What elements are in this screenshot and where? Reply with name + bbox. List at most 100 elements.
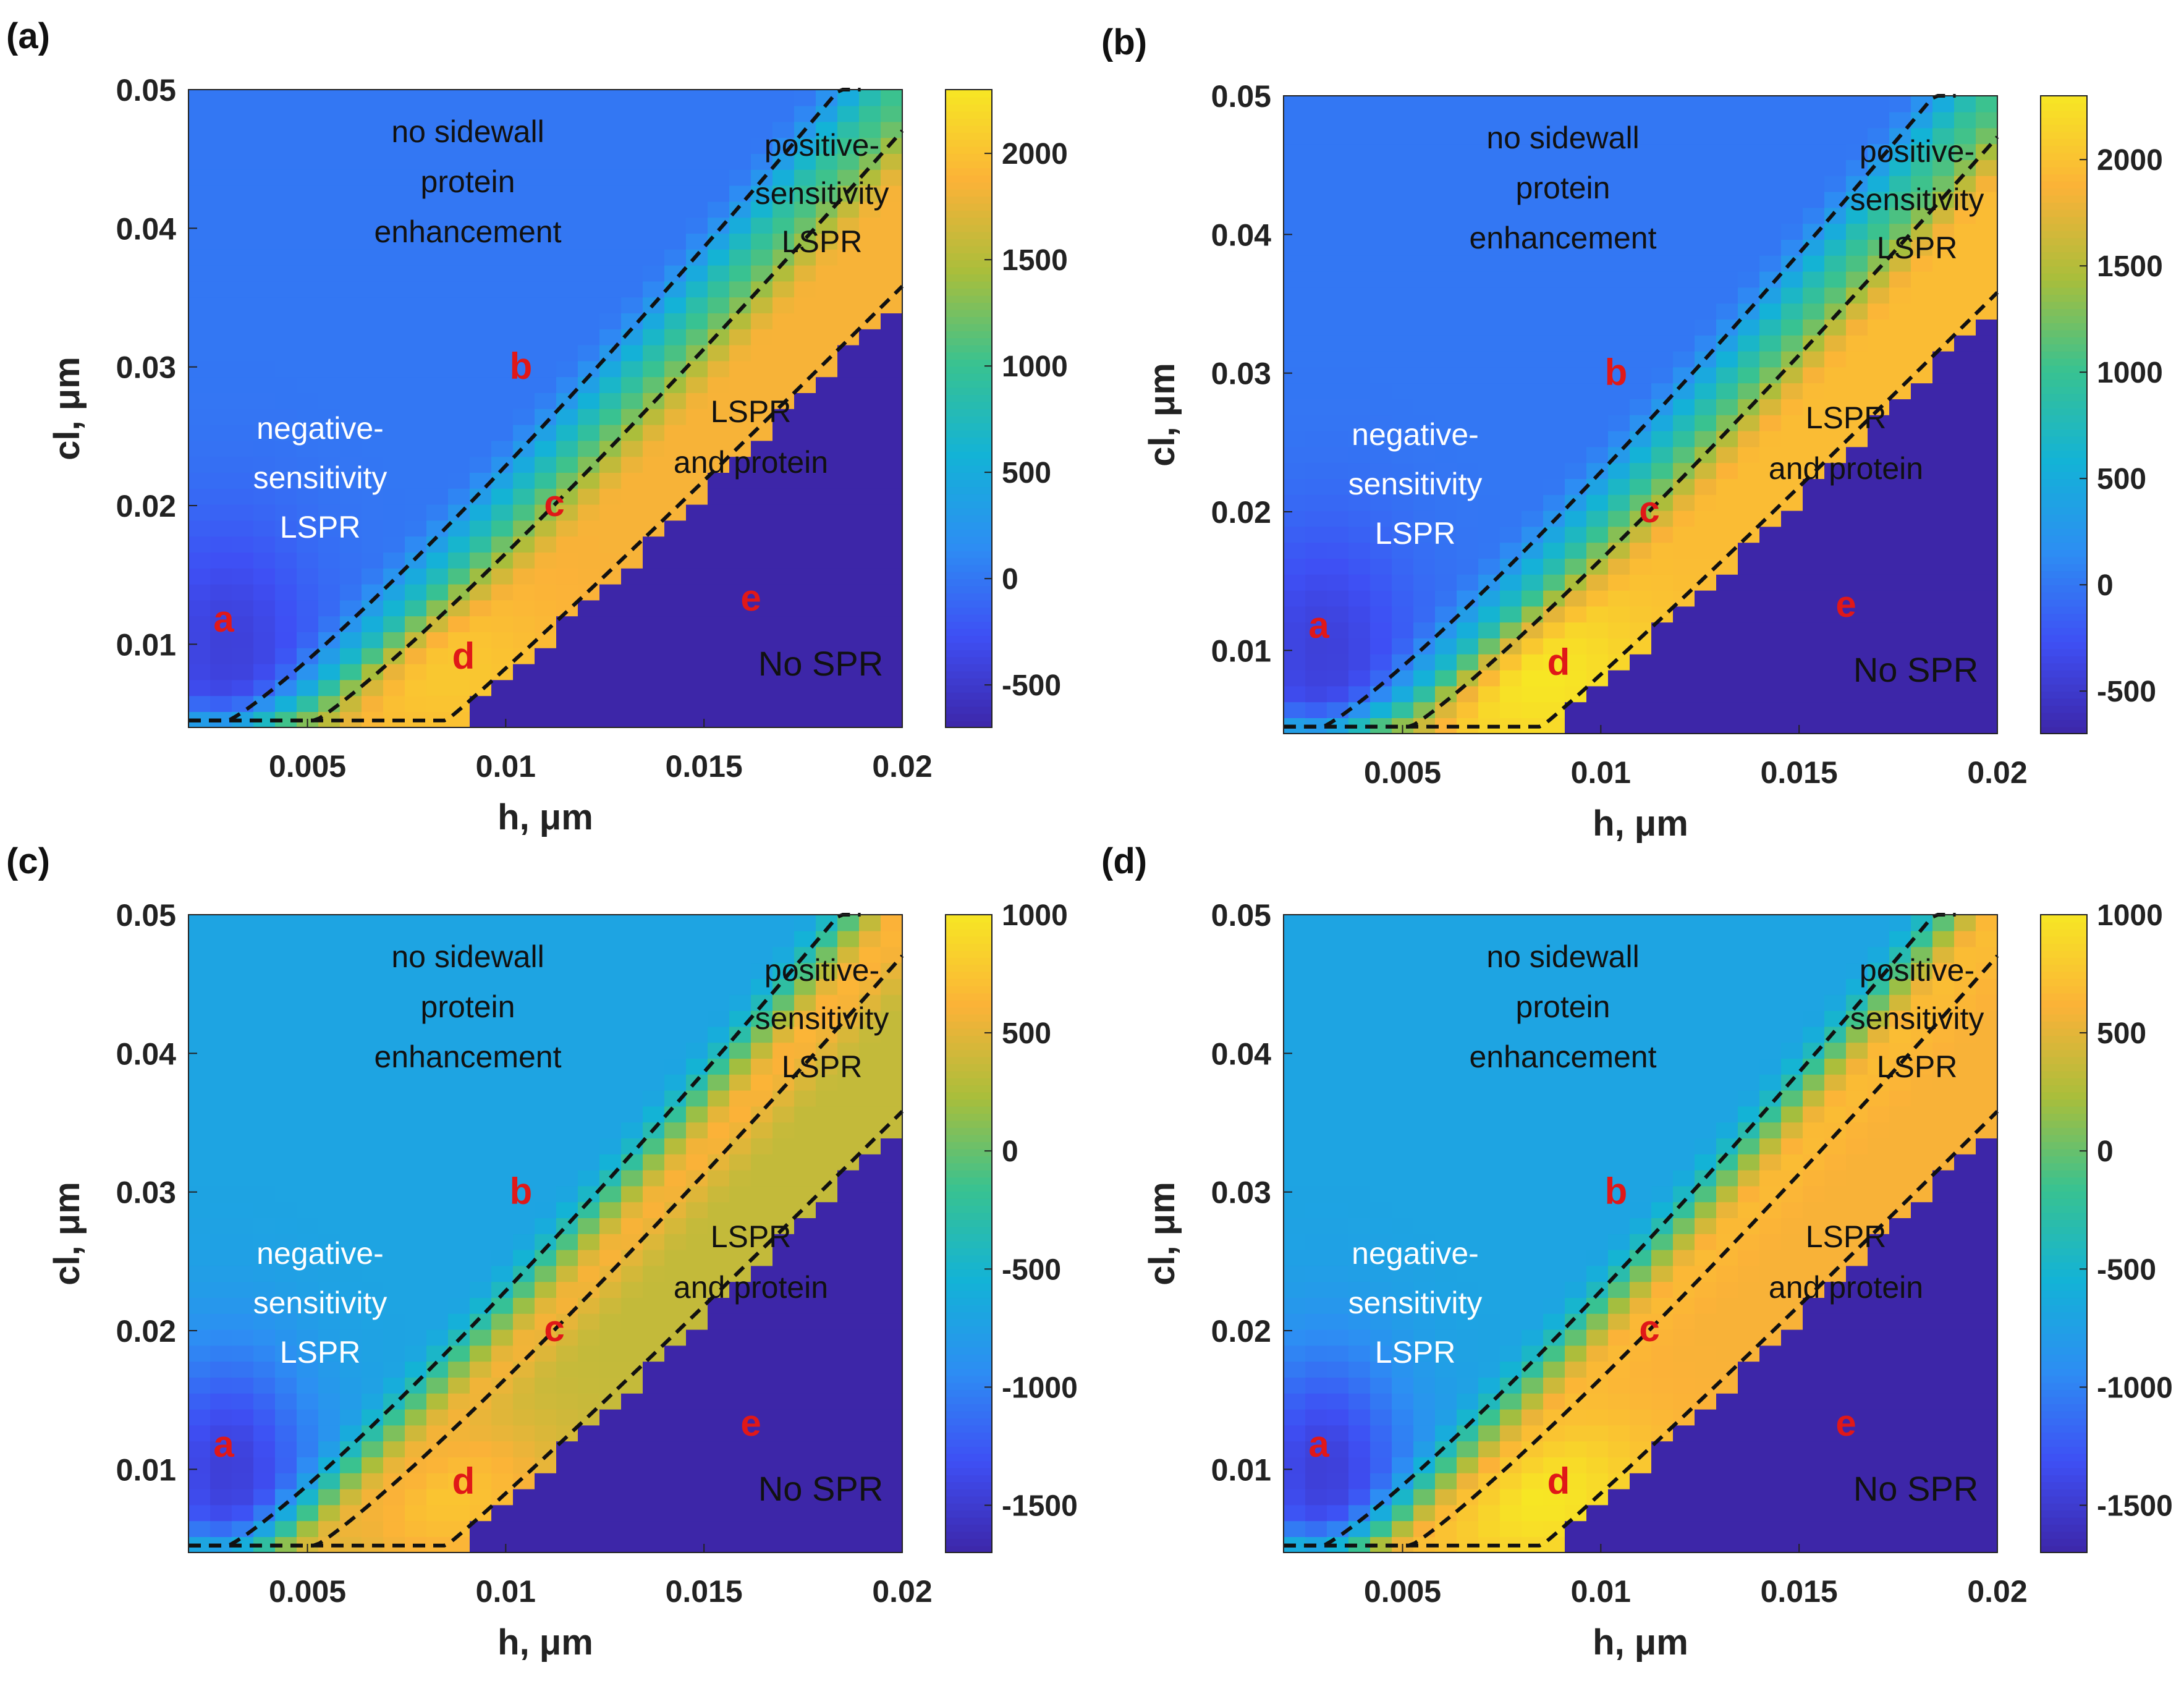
heatmap-cell — [535, 1488, 557, 1506]
heatmap-cell — [772, 616, 795, 632]
heatmap-cell — [448, 711, 470, 728]
heatmap-cell — [1327, 176, 1349, 192]
heatmap-cell — [1716, 606, 1738, 623]
region-label-lspr-protein: LSPR — [711, 394, 792, 429]
heatmap-cell — [599, 105, 622, 122]
heatmap-cell — [1889, 606, 1911, 623]
heatmap-cell — [491, 711, 514, 728]
heatmap-cell — [1435, 1201, 1457, 1218]
colorbar-segment — [946, 943, 992, 951]
heatmap-cell — [318, 456, 341, 473]
heatmap-cell — [1435, 1457, 1457, 1473]
heatmap-cell — [1305, 1201, 1327, 1218]
heatmap-cell — [1586, 319, 1609, 336]
heatmap-cell — [1327, 1441, 1349, 1457]
heatmap-cell — [318, 695, 341, 712]
heatmap-cell — [621, 1042, 643, 1059]
heatmap-cell — [621, 1169, 643, 1187]
heatmap-cell — [491, 616, 514, 632]
heatmap-cell — [383, 1185, 405, 1203]
heatmap-cell — [1284, 1058, 1306, 1075]
heatmap-cell — [275, 695, 297, 712]
heatmap-cell — [881, 1457, 903, 1473]
heatmap-cell — [470, 1169, 492, 1187]
heatmap-cell — [859, 185, 881, 202]
heatmap-cell — [232, 153, 254, 170]
heatmap-cell — [1500, 669, 1522, 687]
heatmap-cell — [708, 520, 730, 537]
colorbar-segment — [946, 1496, 992, 1504]
heatmap-cell — [491, 679, 514, 697]
heatmap-cell — [1889, 558, 1911, 575]
heatmap-cell — [599, 1441, 622, 1457]
heatmap-cell — [275, 536, 297, 553]
heatmap-cell — [751, 632, 773, 648]
heatmap-cell — [426, 1169, 449, 1187]
heatmap-cell — [1500, 223, 1522, 240]
heatmap-cell — [1759, 239, 1782, 256]
heatmap-cell — [232, 1409, 254, 1426]
heatmap-cell — [816, 695, 838, 712]
heatmap-cell — [837, 1520, 860, 1537]
heatmap-cell — [513, 313, 535, 329]
colorbar-segment — [2041, 386, 2087, 394]
heatmap-cell — [599, 1473, 622, 1489]
heatmap-cell — [275, 1026, 297, 1043]
heatmap-cell — [1457, 1185, 1479, 1203]
heatmap-cell — [1695, 176, 1717, 192]
heatmap-cell — [643, 1441, 665, 1457]
heatmap-cell — [1716, 478, 1738, 495]
heatmap-cell — [1586, 223, 1609, 240]
colorbar-segment — [946, 1063, 992, 1072]
heatmap-cell — [1413, 978, 1436, 995]
heatmap-cell — [210, 520, 232, 537]
heatmap-cell — [1348, 335, 1371, 352]
colorbar-frame — [945, 89, 993, 728]
heatmap-cell — [1976, 415, 1998, 431]
heatmap-cell — [1522, 1409, 1544, 1426]
heatmap-cell — [578, 1090, 600, 1107]
heatmap-cell — [621, 1329, 643, 1346]
heatmap-cell — [816, 1154, 838, 1171]
heatmap-cell — [1327, 1058, 1349, 1075]
heatmap-cell — [1759, 207, 1782, 224]
heatmap-cell — [816, 313, 838, 329]
heatmap-cell — [340, 552, 362, 569]
heatmap-cell — [686, 1154, 708, 1171]
heatmap-cell — [1586, 143, 1609, 160]
heatmap-cell — [1500, 1249, 1522, 1266]
heatmap-cell — [1348, 654, 1371, 671]
heatmap-cell — [556, 344, 578, 362]
colorbar-segment — [2041, 478, 2087, 486]
heatmap-cell — [664, 440, 687, 457]
heatmap-cell — [297, 233, 319, 250]
heatmap-cell — [188, 472, 211, 489]
x-tick-label: 0.005 — [269, 1574, 346, 1609]
heatmap-cell — [772, 536, 795, 553]
colorbar-tick-label: 500 — [1002, 1017, 1051, 1050]
heatmap-cell — [448, 1090, 470, 1107]
heatmap-cell — [253, 137, 276, 154]
heatmap-cell — [362, 632, 384, 648]
heatmap-cell — [491, 1536, 514, 1553]
heatmap-cell — [513, 1377, 535, 1394]
heatmap-cell — [318, 392, 341, 409]
heatmap-cell — [1695, 526, 1717, 543]
heatmap-cell — [210, 456, 232, 473]
heatmap-cell — [1413, 701, 1436, 718]
heatmap-cell — [1932, 558, 1955, 575]
colorbar-segment — [2041, 556, 2087, 564]
heatmap-cell — [491, 409, 514, 425]
heatmap-cell — [275, 409, 297, 425]
heatmap-cell — [837, 1218, 860, 1234]
heatmap-cell — [1305, 1249, 1327, 1266]
heatmap-cell — [1932, 415, 1955, 431]
heatmap-cell — [751, 201, 773, 218]
heatmap-cell — [362, 360, 384, 378]
region-label-negative: negative- — [1352, 417, 1479, 452]
heatmap-cell — [513, 711, 535, 728]
heatmap-cell — [1305, 1488, 1327, 1506]
heatmap-cell — [318, 1138, 341, 1154]
heatmap-cell — [1327, 946, 1349, 964]
heatmap-cell — [535, 1138, 557, 1154]
